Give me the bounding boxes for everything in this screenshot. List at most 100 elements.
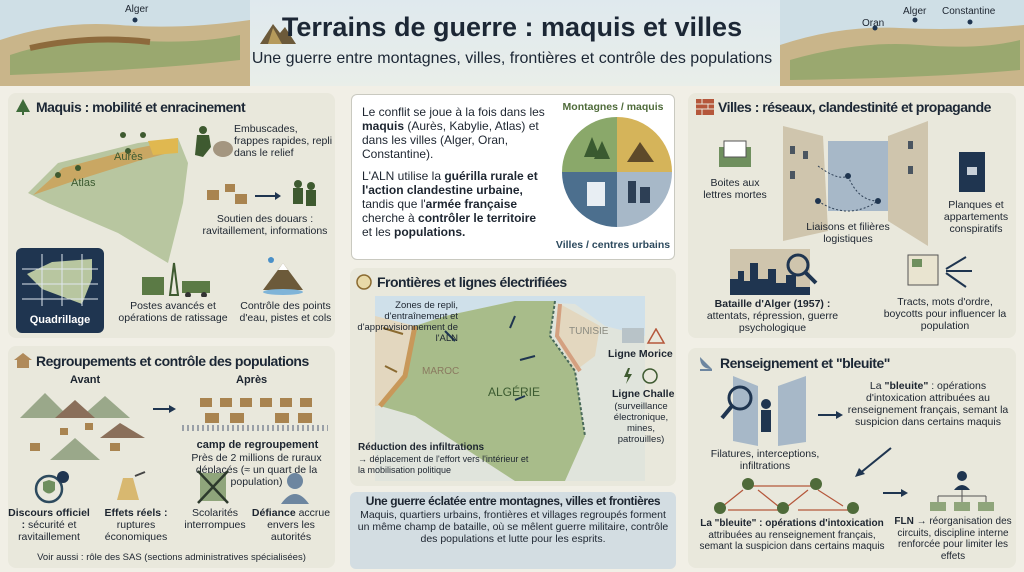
page-title: Terrains de guerre : maquis et villes — [281, 12, 743, 42]
reduction-desc: → déplacement de l'effort vers l'intérie… — [358, 454, 529, 475]
postes-text: Postes avancés et opérations de ratissag… — [118, 300, 228, 324]
map-label-atlas: Atlas — [71, 177, 96, 189]
circle-top-label: Montagnes / maquis — [562, 101, 664, 113]
compass-icon — [356, 274, 372, 290]
intro-paragraph-1: Le conflit se joue à la fois dans les ma… — [362, 105, 545, 161]
map-left-illustration — [0, 0, 250, 86]
map-label: Alger — [125, 4, 149, 15]
panel-title: Frontières et lignes électrifiées — [377, 274, 567, 290]
quadrillage-card: Quadrillage — [16, 248, 104, 333]
panel-title: Renseignement et "bleuite" — [720, 355, 890, 371]
lightning-radar-icon — [624, 368, 658, 384]
diagonal-arrow-icon — [855, 447, 892, 477]
tracts-text: Tracts, mots d'ordre, boycotts pour infl… — [883, 296, 1007, 332]
quadrillage-label: Quadrillage — [29, 314, 91, 326]
summary-title: Une guerre éclatée entre montagnes, vill… — [365, 494, 661, 508]
maroc-label: MAROC — [422, 366, 460, 377]
suspicion-network-icon — [714, 478, 859, 514]
item-bold: Défiance — [251, 507, 296, 519]
soldier-ambush-icon — [195, 126, 233, 157]
crossed-school-icon — [197, 470, 229, 504]
street-illustration — [783, 121, 928, 246]
ambush-text: Embuscades, frappes rapides, repli dans … — [234, 123, 333, 159]
map-label: Constantine — [942, 6, 996, 17]
douars-support-icon — [207, 180, 316, 206]
item-text: ruptures économiques — [104, 519, 168, 543]
apres-label: Après — [236, 374, 268, 386]
planques-text: Planques et appartements conspiratifs — [943, 199, 1009, 235]
panel-regroupements: Regroupements et contrôle des population… — [8, 346, 335, 568]
map-right-illustration — [780, 0, 1024, 86]
liaisons-text: Liaisons et filières logistiques — [806, 221, 890, 245]
map-label: Oran — [862, 18, 885, 29]
panel-title: Regroupements et contrôle des population… — [36, 353, 309, 369]
tracts-spread-icon — [907, 254, 972, 288]
intro-box: Le conflit se joue à la fois dans les ma… — [351, 94, 675, 260]
surveillance-icon — [720, 376, 806, 446]
map-label-aures: Aurès — [114, 151, 143, 163]
reduction-label: Réduction des infiltrations — [358, 442, 485, 453]
satellite-dish-icon — [700, 357, 712, 371]
douars-text: Soutien des douars : ravitaillement, inf… — [202, 213, 328, 237]
item-text: accrue envers les autorités — [267, 507, 331, 543]
fln-hierarchy-icon — [930, 471, 994, 511]
tunisie-label: TUNISIE — [569, 326, 609, 337]
locked-door-icon — [959, 152, 985, 192]
outpost-vehicle-icon — [142, 262, 210, 297]
bleuite-text: La — [869, 380, 885, 392]
map-label: Alger — [903, 6, 927, 17]
algerie-label: ALGÉRIE — [488, 385, 541, 399]
distrust-person-icon — [281, 473, 309, 504]
eau-text: Contrôle des points d'eau, pistes et col… — [239, 300, 332, 324]
bataille-text: attentats, répression, guerre psychologi… — [706, 310, 839, 334]
panel-frontieres: Frontières et lignes électrifiées Zones … — [350, 268, 676, 486]
intro-paragraph-2: L'ALN utilise la guérilla rurale et l'ac… — [362, 169, 538, 239]
money-bag-icon — [117, 471, 146, 500]
item-text: sécurité et ravitaillement — [18, 519, 80, 543]
item-bold: Discours officiel : — [8, 507, 90, 531]
circle-bottom-label: Villes / centres urbains — [555, 239, 671, 251]
envelope-icon — [719, 140, 751, 167]
challe-label: Ligne Challe — [612, 388, 675, 400]
morice-label: Ligne Morice — [608, 348, 673, 360]
shield-question-icon — [34, 471, 69, 504]
item-bold: Effets réels : — [104, 507, 168, 519]
boites-text: Boites aux lettres mortes — [703, 177, 767, 201]
arrow-icon — [818, 411, 843, 419]
panel-title: Villes : réseaux, clandestinité et propa… — [718, 99, 991, 115]
header: Alger Oran Alger Constantine Terrains de… — [0, 0, 1024, 86]
bleuite-text: : opérations d'intoxication attribuées a… — [847, 380, 1009, 428]
grid-map-icon — [22, 254, 98, 306]
item-text: Scolarités interrompues — [184, 507, 246, 531]
bleuite-bold: "bleuite" — [884, 380, 929, 392]
summary-box: Une guerre éclatée entre montagnes, vill… — [350, 492, 676, 569]
terrain-circle — [562, 117, 672, 227]
camp-label: camp de regroupement — [196, 439, 319, 451]
bottom-text: attribuées au renseignement français, se… — [699, 529, 885, 553]
border-map — [375, 296, 645, 481]
tree-icon — [16, 99, 30, 115]
fln-bold: FLN → — [894, 516, 927, 527]
brick-wall-icon — [696, 99, 714, 115]
page-subtitle: Une guerre entre montagnes, villes, fron… — [251, 50, 773, 67]
panel-villes: Villes : réseaux, clandestinité et propa… — [688, 93, 1016, 338]
voir-aussi-text: Voir aussi : rôle des SAS (sections admi… — [37, 552, 306, 563]
scattered-villages-illustration — [20, 393, 145, 460]
fln-text: réorganisation des circuits, discipline … — [897, 516, 1012, 562]
arrow-icon — [153, 405, 176, 413]
camp-desc: Près de 2 millions de ruraux déplacés (≈… — [191, 452, 322, 488]
zones-text: Zones de repli, d'entraînement et d'appr… — [357, 300, 458, 344]
bottom-bold: La "bleuite" : opérations d'intoxication — [700, 518, 884, 529]
summary-text: Maquis, quartiers urbains, frontières et… — [357, 509, 669, 545]
camp-illustration — [182, 398, 328, 431]
arrow-icon — [883, 489, 908, 497]
avant-label: Avant — [70, 374, 101, 386]
challe-desc: (surveillance électronique, mines, patro… — [613, 401, 669, 445]
fence-warning-icon — [622, 328, 666, 344]
panel-title: Maquis : mobilité et enracinement — [36, 99, 246, 115]
water-mountain-icon — [263, 257, 303, 295]
panel-renseignement: Renseignement et "bleuite" Filatures, in… — [688, 348, 1016, 568]
panel-maquis: Maquis : mobilité et enracinement Aurès … — [8, 93, 335, 338]
mountain-icon — [260, 24, 296, 44]
alger-skyline-magnifier-icon — [730, 249, 818, 295]
